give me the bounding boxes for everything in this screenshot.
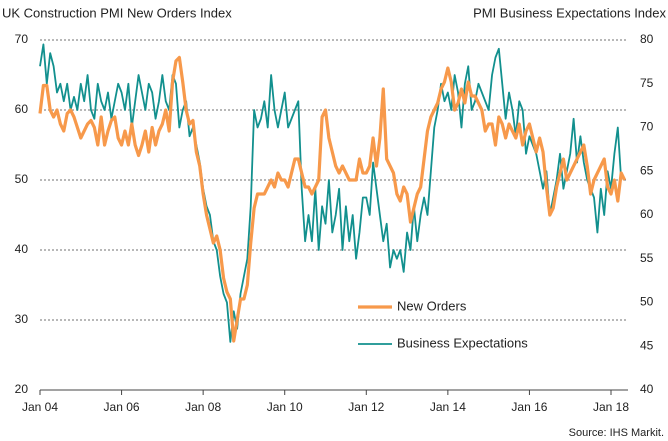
source: Source: IHS Markit. (569, 427, 664, 439)
y-tick-label: 60 (15, 102, 29, 116)
y-tick-label: 40 (15, 242, 29, 256)
x-tick-label: Jan 14 (430, 400, 466, 414)
chart-title: UK Construction PMI New Orders Index (2, 5, 232, 20)
x-tick-label: Jan 16 (511, 400, 547, 414)
y2-tick-label: 65 (640, 163, 654, 177)
legend-label: New Orders (397, 298, 467, 313)
x-tick-label: Jan 06 (104, 400, 140, 414)
y2-tick-label: 50 (640, 295, 654, 309)
y-tick-label: 50 (15, 172, 29, 186)
y2-tick-label: 75 (640, 76, 654, 90)
x-tick-label: Jan 08 (185, 400, 221, 414)
y2-tick-label: 70 (640, 120, 654, 134)
series-line (39, 43, 623, 343)
y-tick-label: 20 (15, 382, 29, 396)
x-tick-label: Jan 04 (22, 400, 58, 414)
y-tick-label: 30 (15, 312, 29, 326)
y2-tick-label: 45 (640, 338, 654, 352)
y2-title: PMI Business Expectations Index (473, 5, 666, 20)
y2-tick-label: 60 (640, 207, 654, 221)
y2-tick-label: 80 (640, 32, 654, 46)
y2-tick-label: 40 (640, 382, 654, 396)
x-tick-label: Jan 18 (593, 400, 629, 414)
y-tick-label: 70 (15, 32, 29, 46)
x-tick-label: Jan 10 (267, 400, 303, 414)
y2-tick-label: 55 (640, 251, 654, 265)
legend-label: Business Expectations (397, 335, 528, 350)
x-tick-label: Jan 12 (348, 400, 384, 414)
series-line (38, 55, 627, 343)
